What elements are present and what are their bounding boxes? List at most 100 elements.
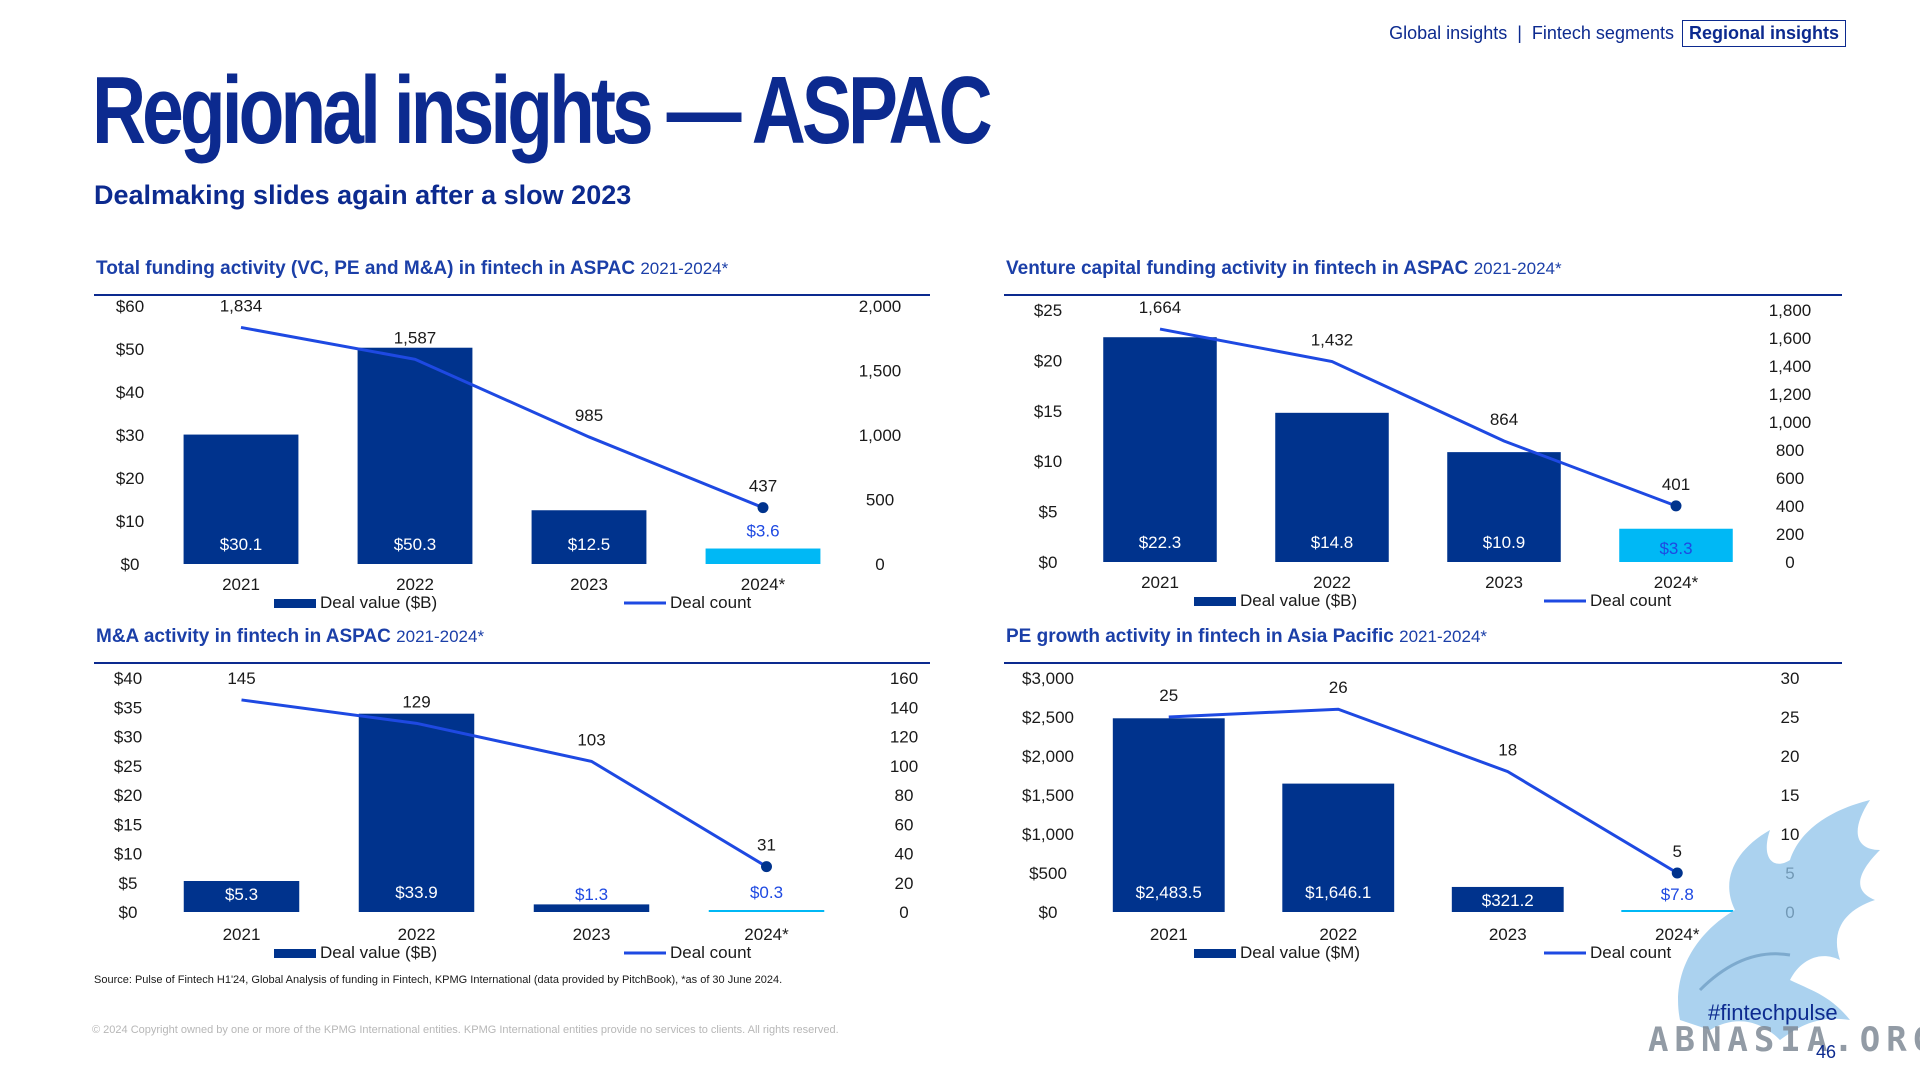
left-axis-tick-label: $5 [1039, 503, 1058, 522]
bar-2024 [705, 548, 821, 564]
hashtag: #fintechpulse [1708, 1000, 1838, 1025]
left-axis-tick-label: $25 [1034, 301, 1062, 320]
category-label: 2024* [744, 925, 789, 944]
left-axis-tick-label: $0 [1039, 903, 1058, 922]
right-axis-tick-label: 5 [1785, 864, 1794, 883]
nav-fintech-segments[interactable]: Fintech segments [1531, 23, 1674, 43]
legend-bar-label: Deal value ($M) [1240, 943, 1360, 962]
legend-bar-label: Deal value ($B) [320, 593, 437, 612]
bar-value-label: $10.9 [1483, 533, 1526, 552]
category-label: 2022 [1313, 573, 1351, 592]
deal-count-label: 1,432 [1311, 331, 1354, 350]
deal-count-label: 26 [1329, 678, 1348, 697]
deal-count-label: 401 [1662, 475, 1690, 494]
deal-count-label: 18 [1498, 741, 1517, 760]
deal-count-end-marker [1671, 867, 1683, 879]
deal-count-end-marker [1670, 500, 1682, 512]
category-label: 2023 [1489, 925, 1527, 944]
right-axis-tick-label: 30 [1781, 669, 1800, 688]
deal-count-line [241, 698, 768, 868]
bar-value-label: $3.3 [1659, 539, 1692, 558]
right-axis-tick-label: 0 [1785, 553, 1794, 572]
left-axis-tick-label: $30 [116, 426, 144, 445]
right-axis-tick-label: 400 [1776, 497, 1804, 516]
right-axis-tick-label: 1,600 [1769, 329, 1812, 348]
bar-value-label: $321.2 [1482, 891, 1534, 910]
left-axis-tick-label: $35 [114, 698, 142, 717]
left-axis-tick-label: $2,000 [1022, 747, 1074, 766]
right-axis-tick-label: 60 [895, 815, 914, 834]
nav-regional-insights[interactable]: Regional insights [1681, 20, 1846, 47]
deal-count-end-marker [761, 861, 772, 873]
category-label: 2023 [573, 925, 611, 944]
legend-line-label: Deal count [670, 943, 752, 962]
left-axis-tick-label: $20 [1034, 351, 1062, 370]
deal-count-label: 129 [402, 692, 430, 711]
bar-2022 [357, 347, 473, 564]
left-axis-tick-label: $1,000 [1022, 825, 1074, 844]
category-label: 2021 [223, 925, 261, 944]
right-axis-tick-label: 0 [899, 903, 908, 922]
category-label: 2022 [396, 575, 434, 594]
legend-bar-swatch [1194, 597, 1236, 606]
chart-vc-funding-title: Venture capital funding activity in fint… [1006, 258, 1562, 280]
chart-title-text: PE growth activity in fintech in Asia Pa… [1006, 626, 1394, 647]
bar-2022 [1275, 412, 1389, 562]
deal-count-label: 145 [227, 669, 255, 688]
source-note: Source: Pulse of Fintech H1'24, Global A… [94, 974, 783, 986]
bar-value-label: $0.3 [750, 883, 783, 902]
category-label: 2023 [570, 575, 608, 594]
category-label: 2021 [222, 575, 260, 594]
bar-2023 [531, 510, 647, 564]
legend-bar-swatch [274, 599, 316, 608]
chart-title-period: 2021-2024* [640, 259, 729, 278]
deal-count-label: 103 [577, 730, 605, 749]
chart-title-period: 2021-2024* [1473, 259, 1562, 278]
left-axis-tick-label: $20 [114, 786, 142, 805]
right-axis-tick-label: 20 [1781, 747, 1800, 766]
bar-2021 [183, 880, 300, 912]
legend-bar-swatch [274, 949, 316, 958]
left-axis-tick-label: $50 [116, 340, 144, 359]
legend-bar-label: Deal value ($B) [320, 943, 437, 962]
chart-ma-activity-title: M&A activity in fintech in ASPAC 2021-20… [96, 626, 484, 648]
right-axis-tick-label: 500 [866, 491, 894, 510]
bar-2024 [708, 910, 825, 912]
category-label: 2021 [1150, 925, 1188, 944]
legend-bar-swatch [1194, 949, 1236, 958]
category-label: 2024* [1655, 925, 1700, 944]
right-axis-tick-label: 40 [895, 845, 914, 864]
chart-title-period: 2021-2024* [396, 627, 485, 646]
category-label: 2024* [1654, 573, 1699, 592]
right-axis-tick-label: 1,200 [1769, 385, 1812, 404]
page-number: 46 [1816, 1042, 1837, 1062]
left-axis-tick-label: $1,500 [1022, 786, 1074, 805]
bar-value-label: $3.6 [746, 522, 779, 541]
left-axis-tick-label: $40 [116, 383, 144, 402]
left-axis-tick-label: $60 [116, 297, 144, 316]
right-axis-tick-label: 100 [890, 757, 918, 776]
right-axis-tick-label: 10 [1781, 825, 1800, 844]
right-axis-tick-label: 80 [895, 786, 914, 805]
bar-2021 [183, 434, 299, 564]
bar-2023 [533, 904, 650, 912]
left-axis-tick-label: $10 [114, 845, 142, 864]
chart-title-text: Venture capital funding activity in fint… [1006, 258, 1469, 279]
right-axis-tick-label: 1,500 [859, 362, 902, 381]
bar-value-label: $7.8 [1661, 885, 1694, 904]
bar-2024 [1621, 910, 1734, 912]
right-axis-tick-label: 1,000 [1769, 413, 1812, 432]
right-axis-tick-label: 1,000 [859, 426, 902, 445]
left-axis-tick-label: $10 [116, 512, 144, 531]
chart-ma-activity: $0 $5 $10 $15 $20 $25 $30 $35 $40 0 20 40 60 80 100 120… [114, 669, 918, 962]
page-title: Regional insights — ASPAC [92, 57, 993, 164]
deal-count-label: 1,664 [1139, 298, 1182, 317]
right-axis-tick-label: 0 [875, 555, 884, 574]
chart-title-rule [94, 294, 930, 296]
right-axis-tick-label: 120 [890, 728, 918, 747]
chart-vc-funding: $0 $5 $10 $15 $20 $25 0 200 400 600 800 1,000 1,200 1… [1034, 298, 1812, 610]
chart-title-text: M&A activity in fintech in ASPAC [96, 626, 391, 647]
deal-count-label: 985 [575, 406, 603, 425]
bar-value-label: $5.3 [225, 885, 258, 904]
nav-global-insights[interactable]: Global insights [1389, 23, 1508, 43]
